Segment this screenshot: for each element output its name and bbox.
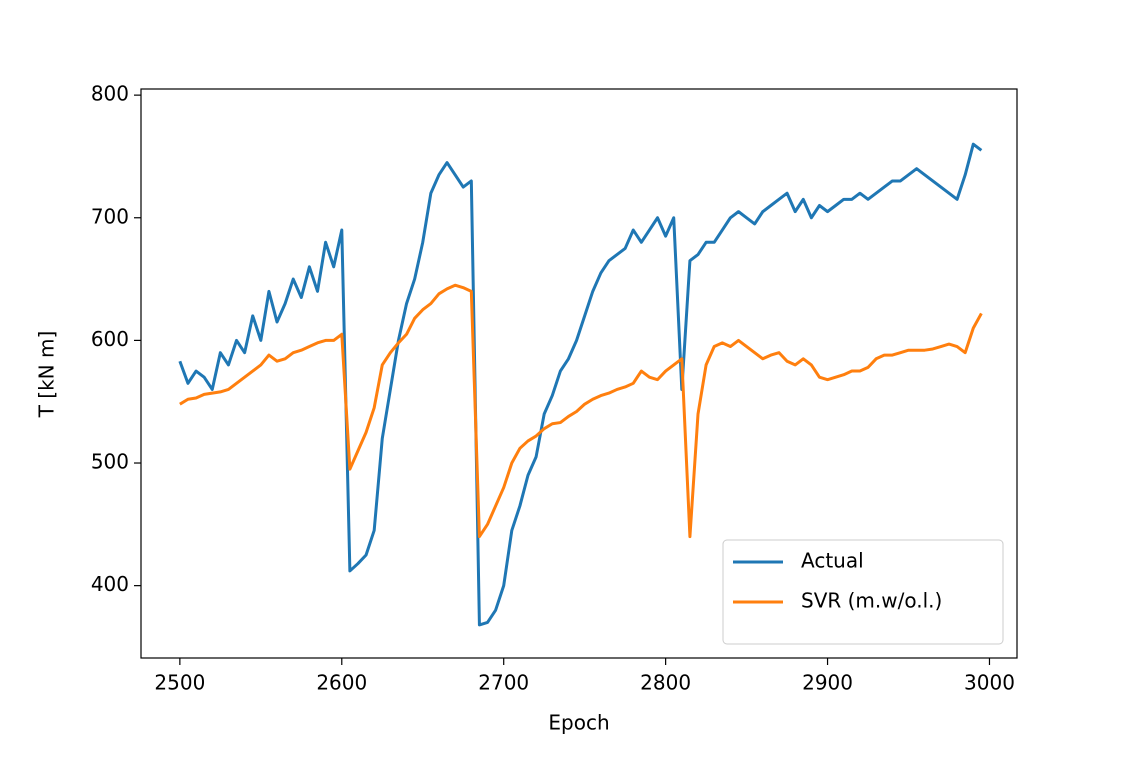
y-tick-label: 400	[91, 572, 129, 596]
x-tick-label: 2500	[154, 671, 205, 695]
x-tick-label: 2900	[802, 671, 853, 695]
line-series	[178, 142, 983, 627]
y-tick-label: 800	[91, 82, 129, 106]
y-tick-label: 600	[91, 327, 129, 351]
line-series	[179, 283, 983, 539]
x-tick-label: 2800	[640, 671, 691, 695]
y-tick-label: 500	[91, 450, 129, 474]
x-tick-label: 3000	[964, 671, 1015, 695]
x-tick-label: 2600	[316, 671, 367, 695]
y-tick-label: 700	[91, 204, 129, 228]
legend-label: Actual	[801, 549, 864, 573]
y-axis-label: T [kN m]	[35, 331, 59, 419]
x-tick-label: 2700	[478, 671, 529, 695]
x-axis-label: Epoch	[548, 711, 609, 735]
legend-label: SVR (m.w/o.l.)	[801, 589, 942, 613]
plot-frame	[140, 88, 1018, 659]
legend-box	[722, 539, 1004, 645]
